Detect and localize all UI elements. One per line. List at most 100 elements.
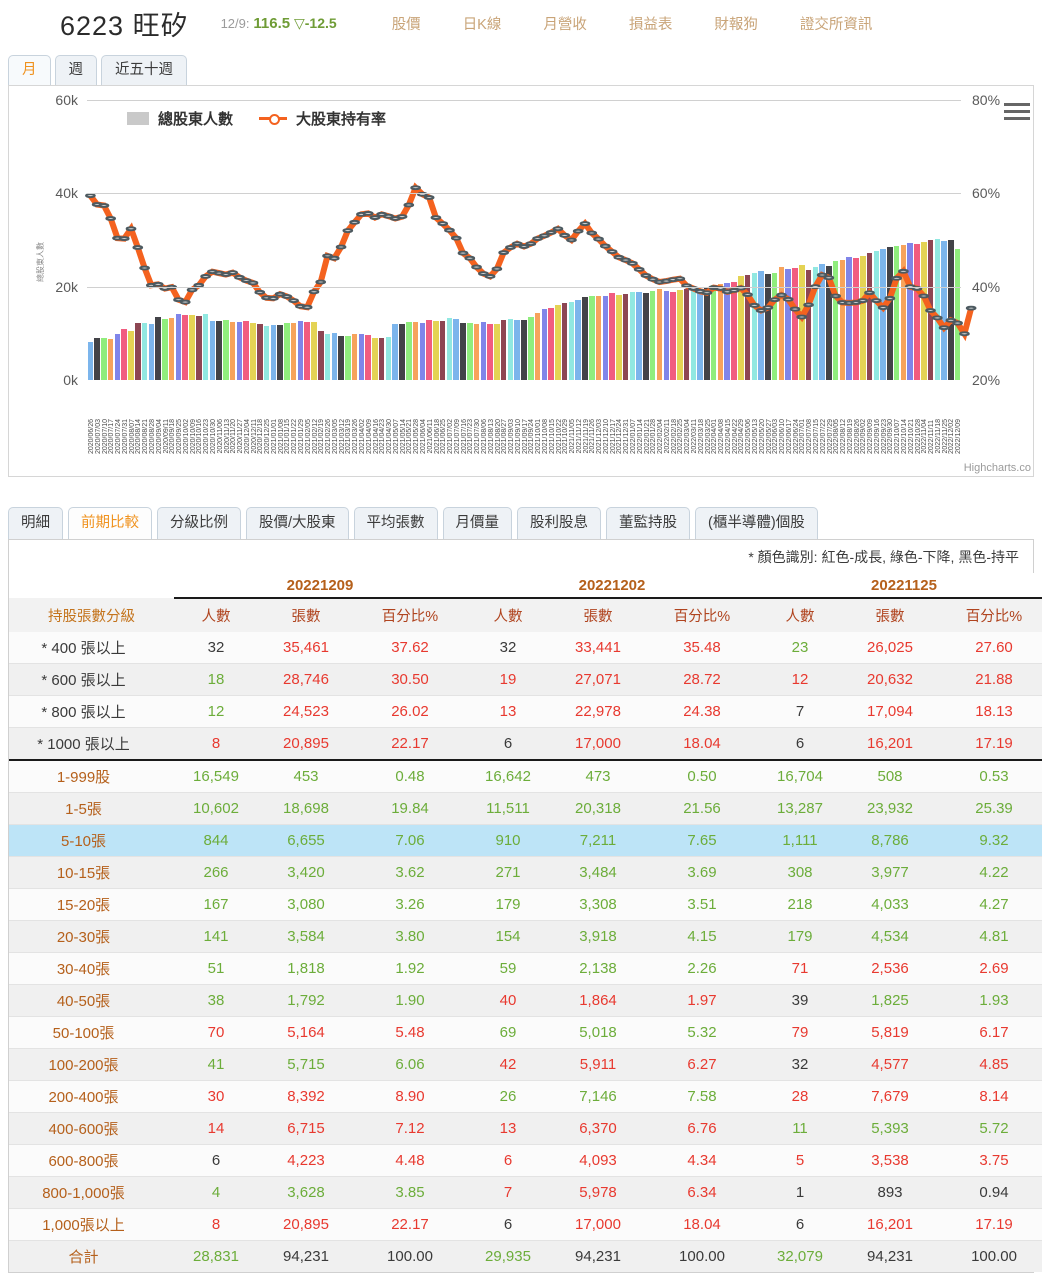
chart-line-marker[interactable] bbox=[818, 274, 827, 277]
chart-column[interactable] bbox=[406, 321, 412, 380]
chart-column[interactable] bbox=[859, 256, 866, 380]
chart-line-marker[interactable] bbox=[181, 301, 190, 304]
chart-line-marker[interactable] bbox=[926, 309, 935, 312]
chart-line-marker[interactable] bbox=[574, 230, 583, 233]
chart-column[interactable] bbox=[202, 314, 209, 380]
chart-line-marker[interactable] bbox=[283, 295, 292, 298]
chart-line-marker[interactable] bbox=[554, 227, 563, 230]
chart-line-marker[interactable] bbox=[824, 276, 833, 279]
chart-line-marker[interactable] bbox=[127, 227, 136, 230]
nav-link-3[interactable]: 損益表 bbox=[628, 16, 673, 33]
chart-line-marker[interactable] bbox=[791, 308, 800, 311]
chart-line-marker[interactable] bbox=[967, 307, 976, 310]
chart-column[interactable] bbox=[399, 324, 405, 380]
chart-column[interactable] bbox=[209, 320, 216, 380]
chart-column[interactable] bbox=[907, 242, 913, 380]
chart-line-marker[interactable] bbox=[953, 322, 962, 325]
chart-column[interactable] bbox=[527, 316, 534, 380]
chart-line-marker[interactable] bbox=[567, 239, 576, 242]
data-tab-3[interactable]: 股價/大股東 bbox=[246, 506, 349, 539]
chart-line-marker[interactable] bbox=[289, 299, 298, 302]
chart-column[interactable] bbox=[141, 323, 148, 380]
chart-line-marker[interactable] bbox=[398, 215, 407, 218]
chart-line-marker[interactable] bbox=[486, 275, 495, 278]
chart-column[interactable] bbox=[805, 270, 812, 380]
chart-line-marker[interactable] bbox=[526, 242, 535, 245]
chart-line-marker[interactable] bbox=[635, 268, 644, 271]
chart-column[interactable] bbox=[460, 323, 466, 380]
chart-column[interactable] bbox=[616, 294, 622, 380]
chart-column[interactable] bbox=[663, 290, 670, 380]
chart-column[interactable] bbox=[290, 322, 297, 380]
chart-line-marker[interactable] bbox=[960, 332, 969, 335]
chart-column[interactable] bbox=[738, 275, 744, 380]
chart-line-marker[interactable] bbox=[608, 250, 617, 253]
chart-column[interactable] bbox=[900, 244, 907, 380]
table-row[interactable]: 30-40張 51 1,818 1.92 59 2,138 2.26 71 2,536 2.69 bbox=[9, 952, 1042, 985]
chart-column[interactable] bbox=[358, 334, 365, 380]
chart-column[interactable] bbox=[168, 317, 175, 380]
chart-line-marker[interactable] bbox=[675, 277, 684, 280]
chart-line-marker[interactable] bbox=[479, 272, 488, 275]
chart-column[interactable] bbox=[114, 333, 121, 380]
chart-column[interactable] bbox=[107, 339, 114, 380]
chart-column[interactable] bbox=[609, 292, 615, 380]
chart-line-marker[interactable] bbox=[323, 254, 332, 257]
nav-link-2[interactable]: 月營收 bbox=[543, 16, 587, 33]
chart-column[interactable] bbox=[467, 322, 473, 380]
chart-column[interactable] bbox=[636, 292, 642, 380]
chart-column[interactable] bbox=[710, 285, 717, 380]
chart-column[interactable] bbox=[846, 257, 852, 380]
chart-column[interactable] bbox=[446, 318, 453, 380]
chart-line-marker[interactable] bbox=[730, 289, 739, 292]
chart-column[interactable] bbox=[555, 304, 561, 380]
chart-column[interactable] bbox=[223, 319, 229, 380]
chart-line-marker[interactable] bbox=[614, 256, 623, 259]
chart-line-marker[interactable] bbox=[764, 306, 773, 309]
chart-line-marker[interactable] bbox=[547, 231, 556, 234]
data-tab-6[interactable]: 股利股息 bbox=[517, 506, 602, 539]
chart-line-marker[interactable] bbox=[872, 299, 881, 302]
chart-line-marker[interactable] bbox=[86, 194, 95, 197]
chart-column[interactable] bbox=[297, 321, 304, 380]
chart-column[interactable] bbox=[331, 332, 338, 380]
chart-line-marker[interactable] bbox=[404, 204, 413, 207]
chart-column[interactable] bbox=[765, 273, 771, 380]
chart-line-marker[interactable] bbox=[703, 291, 712, 294]
table-row[interactable]: 15-20張 167 3,080 3.26 179 3,308 3.51 218 4,033 4.… bbox=[9, 888, 1042, 921]
chart-column[interactable] bbox=[324, 334, 331, 380]
chart-column[interactable] bbox=[514, 320, 520, 380]
chart-credits[interactable]: Highcharts.co bbox=[963, 462, 1031, 474]
chart-column[interactable] bbox=[677, 290, 683, 380]
table-row[interactable]: 1-999股 16,549 453 0.48 16,642 473 0.50 16,704 50… bbox=[9, 760, 1042, 793]
chart-line-marker[interactable] bbox=[743, 293, 752, 296]
table-row[interactable]: 20-30張 141 3,584 3.80 154 3,918 4.15 179 4,534 4.… bbox=[9, 920, 1042, 953]
chart-line-marker[interactable] bbox=[831, 295, 840, 298]
chart-line-marker[interactable] bbox=[445, 229, 454, 232]
chart-column[interactable] bbox=[500, 319, 507, 380]
chart-column[interactable] bbox=[758, 270, 764, 380]
chart-line-marker[interactable] bbox=[499, 251, 508, 254]
chart-line-marker[interactable] bbox=[228, 271, 237, 274]
table-row[interactable]: * 600 張以上 18 28,746 30.50 19 27,071 28.72 12 20,… bbox=[9, 663, 1042, 696]
chart-column[interactable] bbox=[196, 315, 202, 380]
chart-line-marker[interactable] bbox=[452, 237, 461, 240]
chart-column[interactable] bbox=[826, 265, 832, 380]
chart-column[interactable] bbox=[229, 322, 236, 380]
chart-line-marker[interactable] bbox=[628, 262, 637, 265]
chart-column[interactable] bbox=[378, 337, 385, 380]
table-row[interactable]: 600-800張 6 4,223 4.48 6 4,093 4.34 5 3,538 3.75 bbox=[9, 1144, 1042, 1177]
nav-link-1[interactable]: 日K線 bbox=[462, 16, 502, 33]
chart-line-marker[interactable] bbox=[804, 303, 813, 306]
chart-column[interactable] bbox=[866, 253, 873, 380]
chart-line-marker[interactable] bbox=[303, 306, 312, 309]
chart-line-marker[interactable] bbox=[540, 234, 549, 237]
chart-column[interactable] bbox=[87, 341, 94, 380]
chart-column[interactable] bbox=[690, 289, 697, 380]
chart-line-marker[interactable] bbox=[174, 298, 183, 301]
data-tab-2[interactable]: 分級比例 bbox=[157, 506, 241, 539]
chart-column[interactable] bbox=[182, 315, 188, 380]
chart-column[interactable] bbox=[365, 334, 371, 380]
chart-line-marker[interactable] bbox=[384, 215, 393, 218]
table-row[interactable]: 100-200張 41 5,715 6.06 42 5,911 6.27 32 4,577 4.8… bbox=[9, 1048, 1042, 1081]
